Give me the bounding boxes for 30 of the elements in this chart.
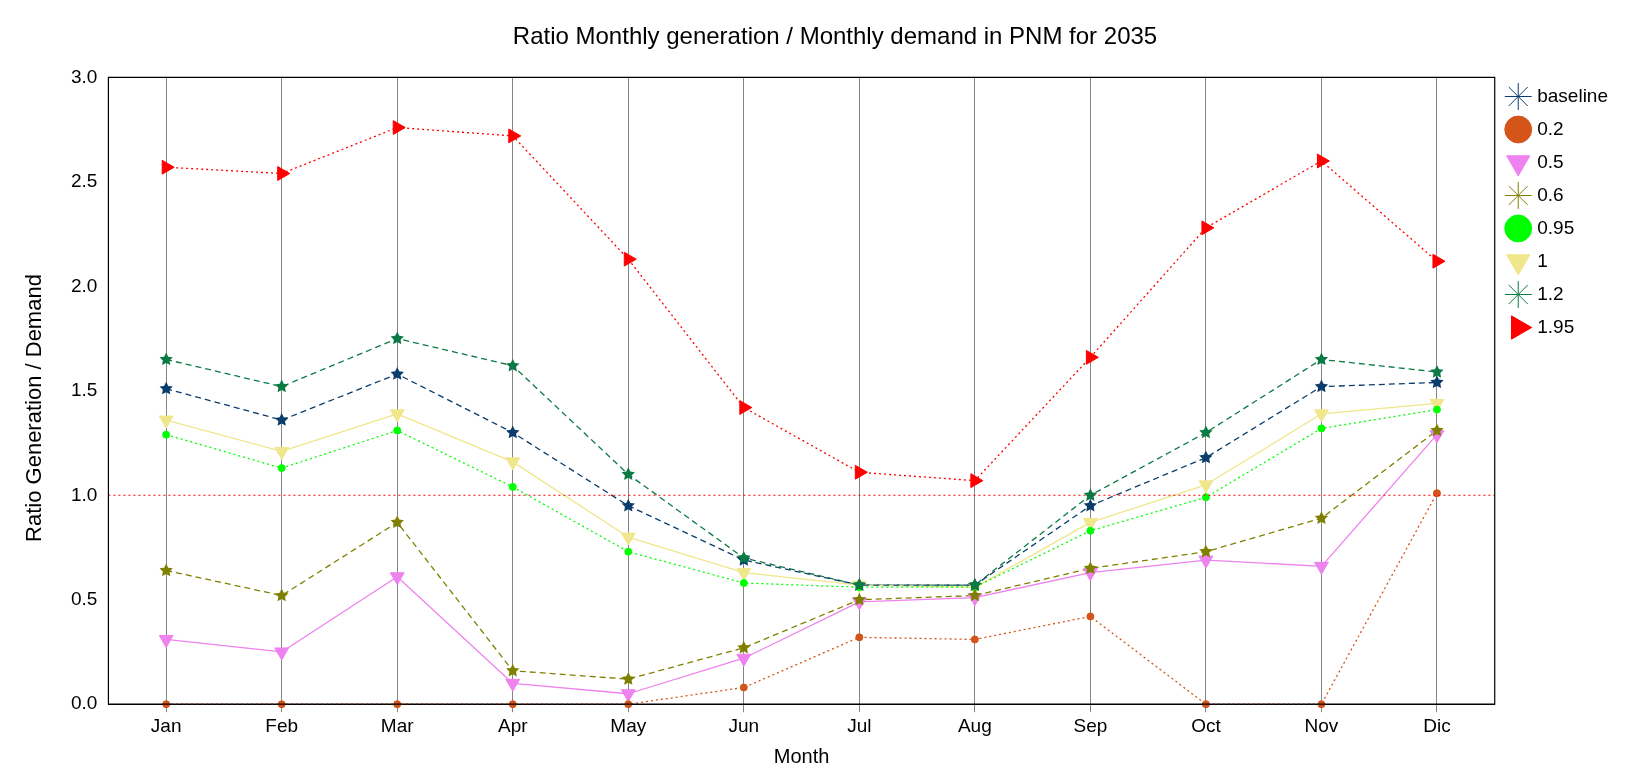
x-tick-label: Feb — [265, 714, 299, 736]
y-tick-label: 0.0 — [70, 692, 98, 714]
legend-label: 0.6 — [1537, 183, 1564, 205]
legend-label: 0.5 — [1537, 150, 1564, 172]
x-tick-label: Jul — [847, 714, 872, 736]
x-tick-label: Jan — [150, 714, 182, 736]
legend-label: 0.2 — [1537, 117, 1564, 139]
x-tick-label: Sep — [1073, 714, 1108, 736]
y-tick-label: 1.0 — [70, 483, 98, 505]
y-tick-label: 1.5 — [70, 379, 98, 401]
x-tick-label: Aug — [957, 714, 992, 736]
y-tick-label: 3.0 — [70, 65, 98, 87]
legend-label: 1 — [1537, 249, 1548, 271]
y-axis-title: Ratio Generation / Demand — [21, 274, 46, 542]
x-tick-label: Dic — [1423, 714, 1451, 736]
x-tick-label: Mar — [380, 714, 415, 736]
x-tick-label: Nov — [1304, 714, 1339, 736]
chart-title: Ratio Monthly generation / Monthly demand in PNM for 2035 — [512, 22, 1158, 49]
x-axis-title: Month — [773, 744, 830, 767]
x-tick-label: Apr — [497, 714, 529, 736]
legend-label: baseline — [1537, 84, 1608, 106]
x-tick-label: May — [610, 714, 647, 736]
x-tick-label: Jun — [728, 714, 760, 736]
legend-label: 0.95 — [1537, 216, 1575, 238]
x-tick-label: Oct — [1191, 714, 1222, 736]
legend-label: 1.95 — [1537, 315, 1575, 337]
legend-label: 1.2 — [1537, 282, 1564, 304]
y-tick-label: 0.5 — [70, 587, 98, 609]
y-tick-label: 2.5 — [70, 170, 98, 192]
y-tick-label: 2.0 — [70, 274, 98, 296]
